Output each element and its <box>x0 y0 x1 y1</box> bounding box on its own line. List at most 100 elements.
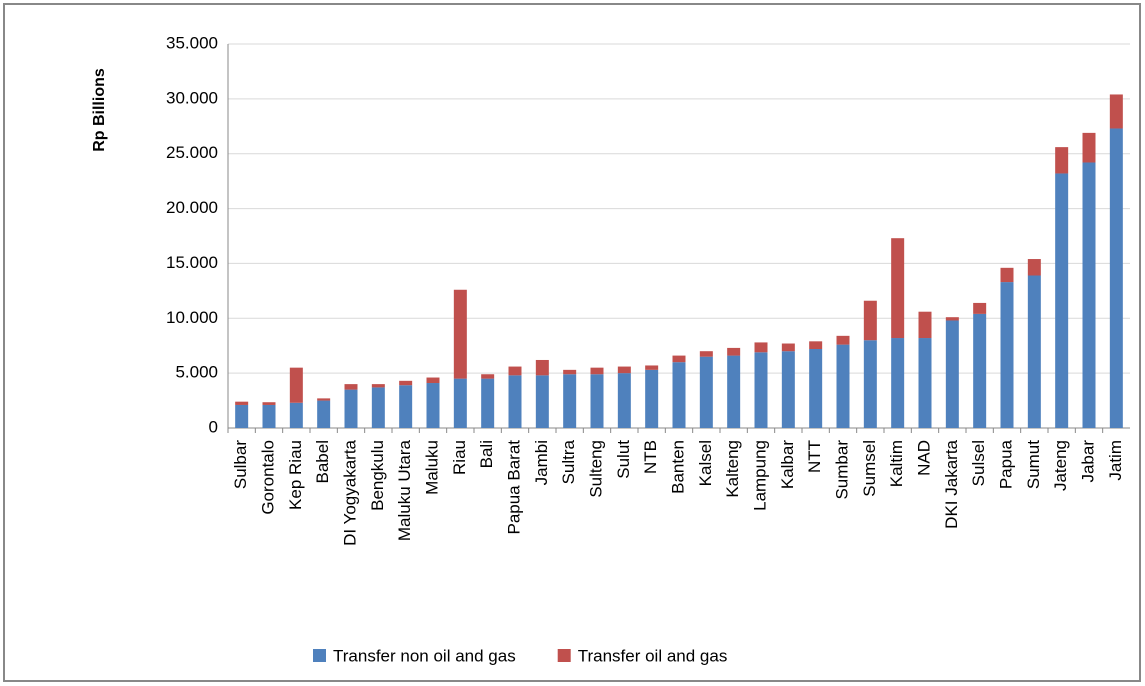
bar <box>317 398 331 401</box>
x-tick-label: Sulut <box>614 440 633 479</box>
bar <box>672 362 686 428</box>
bar <box>809 349 823 428</box>
y-tick-label: 25.000 <box>166 143 218 162</box>
x-tick-label: Jambi <box>532 440 551 485</box>
bar <box>945 320 959 428</box>
x-tick-label: Jabar <box>1078 440 1097 483</box>
x-tick-label: Bengkulu <box>368 440 387 511</box>
bar <box>973 313 987 428</box>
legend-label: Transfer non oil and gas <box>333 646 516 665</box>
bar <box>262 402 276 405</box>
bar <box>535 359 549 376</box>
x-tick-label: Kalsel <box>696 440 715 486</box>
bar <box>809 341 823 350</box>
bar <box>399 385 413 428</box>
bar <box>1109 94 1123 129</box>
bar <box>836 335 850 345</box>
bar <box>481 374 495 379</box>
bar <box>371 387 385 428</box>
bar <box>453 289 467 379</box>
x-tick-label: DI Yogyakarta <box>340 439 359 545</box>
x-tick-label: Maluku Utara <box>395 439 414 541</box>
y-tick-label: 30.000 <box>166 88 218 107</box>
bar <box>426 383 440 428</box>
bar <box>1082 162 1096 428</box>
legend-swatch <box>313 649 326 662</box>
bar <box>563 374 577 428</box>
bar <box>699 351 713 357</box>
x-tick-label: Banten <box>668 440 687 494</box>
bar <box>235 401 249 405</box>
y-axis-title: Rp Billions <box>91 68 108 152</box>
x-tick-label: Sumut <box>1024 440 1043 489</box>
x-tick-label: Gorontalo <box>258 440 277 515</box>
bar <box>453 378 467 428</box>
bar <box>535 375 549 428</box>
x-tick-label: Sulbar <box>231 440 250 489</box>
bar <box>590 367 604 375</box>
bar <box>399 380 413 386</box>
bar <box>235 404 249 428</box>
bar <box>754 352 768 428</box>
bar <box>863 300 877 341</box>
bar <box>590 374 604 428</box>
x-tick-label: Sumsel <box>860 440 879 497</box>
bar <box>1109 128 1123 429</box>
bar <box>317 400 331 428</box>
x-tick-label: Sulsel <box>969 440 988 486</box>
bar <box>918 338 932 428</box>
bar <box>973 302 987 314</box>
bar <box>727 347 741 356</box>
bar <box>1027 275 1041 428</box>
x-tick-label: Papua Barat <box>504 440 523 535</box>
bar <box>508 375 522 428</box>
legend-label: Transfer oil and gas <box>578 646 728 665</box>
bar <box>1082 132 1096 163</box>
bar <box>289 402 303 428</box>
y-tick-label: 35.000 <box>166 33 218 52</box>
bar <box>699 356 713 428</box>
x-tick-label: Maluku <box>422 440 441 495</box>
bar <box>918 311 932 339</box>
bar <box>645 365 659 370</box>
bar <box>344 389 358 428</box>
bar <box>617 366 631 374</box>
bar <box>617 373 631 428</box>
bar <box>945 317 959 321</box>
x-tick-label: Papua <box>996 439 1015 489</box>
x-tick-label: NTB <box>641 440 660 474</box>
x-tick-label: Riau <box>450 440 469 475</box>
x-tick-label: NAD <box>914 440 933 476</box>
x-tick-label: Kep Riau <box>286 440 305 510</box>
bar <box>426 377 440 384</box>
x-tick-label: NTT <box>805 440 824 473</box>
x-tick-label: Jatim <box>1106 440 1125 481</box>
bar <box>1000 282 1014 428</box>
x-tick-label: Kalbar <box>778 440 797 489</box>
x-tick-label: DKI Jakarta <box>942 439 961 528</box>
legend-swatch <box>557 649 571 662</box>
x-tick-label: Kalteng <box>723 440 742 498</box>
bar <box>508 366 522 376</box>
bar <box>289 367 303 403</box>
y-tick-label: 0 <box>209 417 218 436</box>
bar <box>1027 259 1041 276</box>
y-tick-label: 5.000 <box>175 363 218 382</box>
bar <box>344 384 358 390</box>
x-tick-label: Lampung <box>750 440 769 511</box>
x-tick-label: Sumbar <box>832 440 851 500</box>
bar <box>781 351 795 428</box>
bar <box>727 355 741 428</box>
bar <box>371 384 385 388</box>
bar <box>863 340 877 428</box>
bar <box>645 369 659 428</box>
bar <box>754 342 768 353</box>
bar <box>262 404 276 428</box>
x-tick-label: Kaltim <box>887 440 906 487</box>
bar <box>1055 173 1069 428</box>
x-tick-label: Sultra <box>559 439 578 484</box>
bar <box>1000 267 1014 283</box>
x-tick-label: Jateng <box>1051 440 1070 491</box>
bar <box>563 369 577 375</box>
